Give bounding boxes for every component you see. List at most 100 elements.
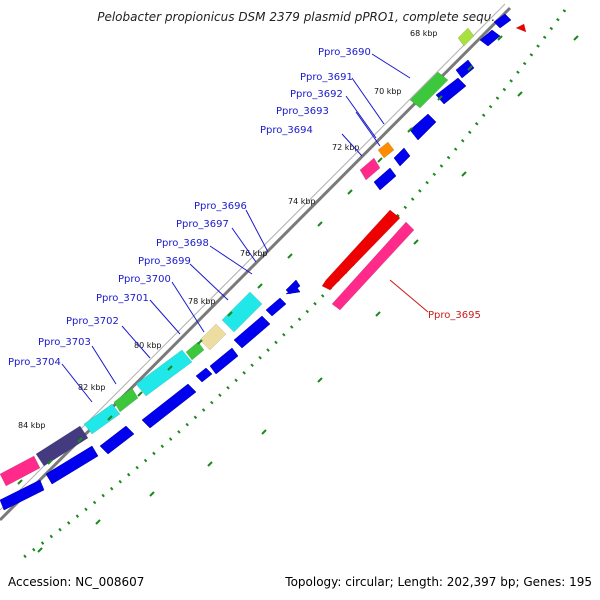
leader-line-3691: [351, 77, 385, 125]
tick-label: 68 kbp: [410, 29, 438, 38]
gene-3691-block: [409, 71, 449, 109]
fwd-gene-9: [265, 297, 287, 317]
leader-line-3700: [171, 281, 205, 333]
fwd-gene-3: [455, 59, 475, 79]
tick: [77, 437, 83, 443]
gene-3705-block: [35, 425, 89, 467]
gene-label: Ppro_3690: [318, 47, 371, 58]
tick-labels: 68 kbp 70 kbp 72 kbp 74 kbp 76 kbp 78 kb…: [18, 29, 438, 430]
tick: [573, 35, 579, 41]
gene-label: Ppro_3704: [8, 357, 61, 368]
tick: [261, 429, 267, 435]
tick: [287, 253, 293, 259]
gene-label: Ppro_3695: [428, 310, 481, 321]
tick: [377, 157, 383, 163]
fwd-gene-2: [493, 13, 512, 29]
tick: [227, 311, 233, 317]
tick: [95, 519, 101, 525]
tick: [137, 391, 143, 397]
tick: [107, 415, 113, 421]
tick: [207, 461, 213, 467]
fwd-gene-10: [233, 315, 271, 349]
accession-text: Accession: NC_008607: [8, 575, 145, 589]
tick: [167, 365, 173, 371]
tick: [37, 547, 43, 553]
tick: [375, 311, 381, 317]
fwd-gene-6: [393, 147, 411, 167]
fwd-gene-12: [195, 367, 213, 383]
outer-ticks: [37, 35, 579, 553]
fwd-gene-13: [141, 383, 197, 429]
gene-3701-block: [185, 341, 205, 361]
gene-3700-block: [199, 323, 227, 351]
leader-line-3697: [231, 227, 257, 263]
leader-line-3702: [121, 325, 151, 359]
fwd-gene-16: [0, 479, 45, 511]
gene-label: Ppro_3700: [118, 274, 171, 285]
gene-label: Ppro_3692: [290, 89, 343, 100]
gene-label: Ppro_3691: [300, 72, 353, 83]
tick-label: 74 kbp: [288, 197, 316, 206]
map-title: Pelobacter propionicus DSM 2379 plasmid …: [97, 10, 503, 24]
gene-3690-block: [457, 27, 475, 47]
leader-line-3693: [355, 111, 381, 147]
reverse-strand-genes: [321, 23, 527, 311]
leader-line-3699: [189, 263, 229, 301]
tick-label: 80 kbp: [134, 341, 162, 350]
tick-label: 82 kbp: [78, 383, 106, 392]
tick: [347, 189, 353, 195]
gene-label: Ppro_3703: [38, 337, 91, 348]
gene-3695-red: [321, 209, 401, 291]
gene-3695-pink: [331, 221, 415, 311]
tick: [437, 95, 443, 101]
gene-labels: Ppro_3690 Ppro_3691 Ppro_3692 Ppro_3693 …: [8, 47, 481, 368]
gene-3704-block: [83, 403, 121, 435]
tick-label: 76 kbp: [240, 249, 268, 258]
colored-genes: [0, 27, 475, 487]
tick-label: 72 kbp: [332, 143, 360, 152]
topology-summary: Topology: circular; Length: 202,397 bp; …: [285, 575, 592, 589]
leader-line-3703: [91, 345, 117, 385]
forward-strand-genes: [0, 13, 512, 511]
gene-label: Ppro_3701: [96, 293, 149, 304]
fwd-gene-5: [409, 113, 437, 141]
fwd-gene-11: [209, 347, 239, 375]
leader-line-3701: [149, 299, 181, 335]
gene-top-red: [515, 23, 527, 33]
gene-label: Ppro_3702: [66, 316, 119, 327]
fwd-gene-4: [435, 77, 467, 105]
gene-label: Ppro_3694: [260, 125, 313, 136]
fwd-gene-7: [373, 167, 397, 191]
leader-line-3692: [345, 95, 377, 139]
gene-3706-block: [0, 455, 41, 487]
gene-3703-block: [113, 387, 139, 413]
gene-label: Ppro_3698: [156, 238, 209, 249]
leader-line-3704: [61, 363, 93, 403]
tick: [497, 35, 503, 41]
fwd-gene-14: [99, 425, 135, 455]
tick: [467, 65, 473, 71]
leader-line-3698: [209, 245, 253, 275]
leader-lines: [61, 53, 411, 403]
gene-3693-block: [377, 141, 395, 159]
tick: [47, 459, 53, 465]
tick-label: 84 kbp: [18, 421, 46, 430]
tick: [317, 377, 323, 383]
gene-3699-block: [221, 291, 263, 333]
tick: [517, 91, 523, 97]
tick: [317, 221, 323, 227]
tick: [461, 171, 467, 177]
tick: [257, 283, 263, 289]
leader-line-3695: [389, 279, 429, 313]
tick: [17, 479, 23, 485]
tick: [407, 127, 413, 133]
tick: [413, 239, 419, 245]
tick-marks: [17, 35, 503, 485]
leader-line-3696: [245, 209, 269, 253]
fwd-gene-1: [479, 29, 501, 47]
leader-line-3694: [341, 133, 363, 157]
fwd-gene-17: [285, 285, 301, 295]
gene-label: Ppro_3693: [276, 106, 329, 117]
tick: [149, 491, 155, 497]
